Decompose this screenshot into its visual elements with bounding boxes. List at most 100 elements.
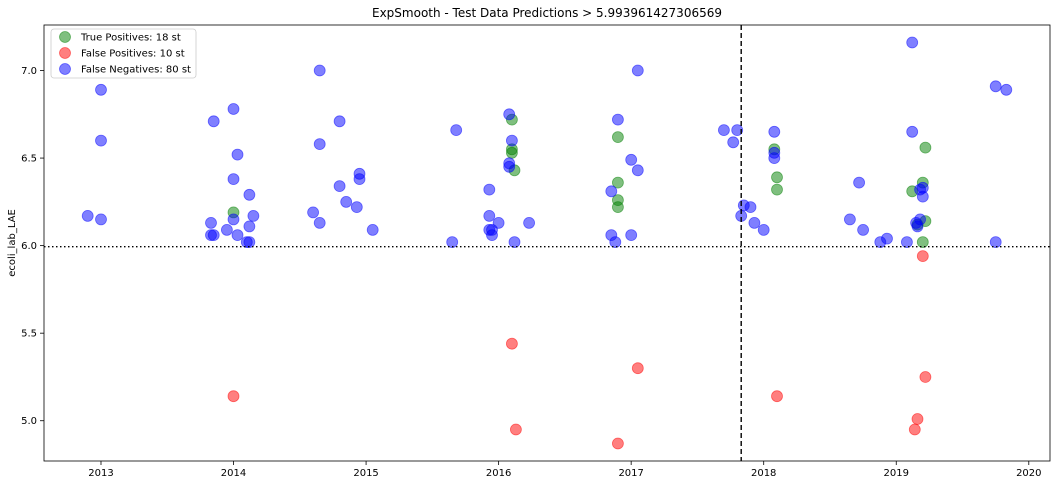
data-point xyxy=(220,223,233,236)
data-point xyxy=(881,232,893,245)
data-point xyxy=(612,113,624,126)
y-axis-label: ecoli_lab_LAE xyxy=(7,209,18,277)
data-point xyxy=(483,209,496,222)
data-point xyxy=(307,206,320,219)
data-point xyxy=(916,236,929,249)
data-point xyxy=(207,115,220,128)
data-point xyxy=(731,124,744,137)
data-point xyxy=(768,152,781,165)
series-1 xyxy=(227,250,932,450)
data-point xyxy=(914,183,926,196)
data-point xyxy=(95,213,107,226)
x-tick-label: 2019 xyxy=(884,468,909,479)
data-point xyxy=(906,125,919,138)
legend-label: True Positives: 18 st xyxy=(80,33,181,44)
data-point xyxy=(313,216,326,229)
x-axis: 2013 2014 2015 2016 2017 2018 2019 2020 xyxy=(88,461,1042,479)
data-point xyxy=(207,229,220,242)
data-point xyxy=(503,108,516,121)
legend-box xyxy=(50,28,197,79)
legend-marker xyxy=(59,31,71,43)
data-point xyxy=(1000,83,1013,96)
data-point xyxy=(857,223,869,236)
data-point xyxy=(727,136,740,149)
x-tick-label: 2020 xyxy=(1016,468,1041,479)
data-point xyxy=(523,216,535,229)
data-point xyxy=(609,236,622,249)
data-point xyxy=(350,201,363,214)
data-point xyxy=(95,134,107,147)
y-tick-label: 5.5 xyxy=(21,329,37,340)
data-point xyxy=(901,236,913,249)
data-point xyxy=(81,209,94,222)
data-point xyxy=(631,362,644,375)
chart-title: ExpSmooth - Test Data Predictions > 5.99… xyxy=(372,6,722,20)
data-point xyxy=(240,236,253,249)
series-2 xyxy=(81,36,1013,249)
data-point xyxy=(503,160,516,173)
data-point xyxy=(231,229,244,242)
data-point xyxy=(744,201,757,214)
data-point xyxy=(227,213,240,226)
legend-marker xyxy=(59,63,71,75)
data-point xyxy=(625,229,638,242)
data-point xyxy=(505,146,518,159)
data-point xyxy=(612,131,624,144)
series-0 xyxy=(227,113,932,249)
plot-area xyxy=(44,25,1050,461)
x-tick-label: 2015 xyxy=(353,468,378,479)
plot-frame xyxy=(43,24,1051,462)
data-point xyxy=(771,390,783,403)
data-point xyxy=(916,250,929,263)
legend: True Positives: 18 st False Positives: 10… xyxy=(50,28,197,79)
data-point xyxy=(446,236,459,249)
data-point xyxy=(340,195,353,208)
data-point xyxy=(757,223,770,236)
data-point xyxy=(919,141,932,154)
data-point xyxy=(450,124,463,137)
data-point xyxy=(612,201,624,214)
data-point xyxy=(853,176,865,189)
data-point xyxy=(205,216,217,229)
data-marks xyxy=(81,36,1013,450)
data-point xyxy=(227,173,240,186)
reference-lines xyxy=(44,25,1050,461)
data-point xyxy=(605,185,618,198)
x-tick-label: 2014 xyxy=(221,468,246,479)
data-point xyxy=(718,124,730,137)
data-point xyxy=(483,183,496,196)
data-point xyxy=(313,138,326,151)
data-point xyxy=(612,437,624,450)
data-point xyxy=(366,223,379,236)
x-tick-label: 2016 xyxy=(486,468,511,479)
data-point xyxy=(989,80,1002,93)
data-point xyxy=(333,180,346,193)
y-axis: 5.0 5.5 6.0 6.5 7.0 xyxy=(21,66,44,427)
data-point xyxy=(243,188,256,201)
data-point xyxy=(748,216,761,229)
data-point xyxy=(911,413,924,425)
data-point xyxy=(227,103,240,115)
data-point xyxy=(313,64,326,77)
legend-label: False Positives: 10 st xyxy=(81,49,185,60)
data-point xyxy=(247,209,260,222)
legend-label: False Negatives: 80 st xyxy=(81,65,191,76)
data-point xyxy=(631,164,644,177)
data-point xyxy=(231,148,244,161)
legend-marker xyxy=(59,47,71,59)
data-point xyxy=(492,216,505,229)
data-point xyxy=(333,115,346,128)
data-point xyxy=(510,423,522,436)
data-point xyxy=(508,236,521,249)
data-point xyxy=(906,36,919,49)
y-tick-label: 6.0 xyxy=(21,241,37,252)
data-point xyxy=(908,423,921,436)
data-point xyxy=(505,337,518,350)
data-point xyxy=(919,371,932,383)
x-tick-label: 2018 xyxy=(751,468,776,479)
data-point xyxy=(95,83,107,96)
data-point xyxy=(631,64,644,77)
data-point xyxy=(914,213,926,226)
data-point xyxy=(612,176,624,189)
